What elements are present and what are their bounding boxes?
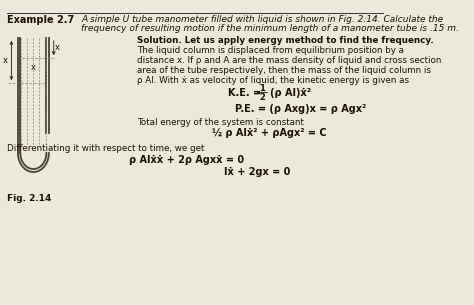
Text: ½ ρ Alẋ² + ρAgx² = C: ½ ρ Alẋ² + ρAgx² = C (212, 128, 326, 138)
Text: frequency of resulting motion if the minimum length of a manometer tube is .15 m: frequency of resulting motion if the min… (82, 24, 459, 33)
Text: Solution. Let us apply energy method to find the frequency.: Solution. Let us apply energy method to … (137, 36, 434, 45)
Text: A simple U tube manometer filled with liquid is shown in Fig. 2.14. Calculate th: A simple U tube manometer filled with li… (82, 15, 444, 24)
Text: Differentiating it with respect to time, we get: Differentiating it with respect to time,… (7, 144, 204, 153)
Text: 2: 2 (259, 93, 265, 102)
Text: distance x. If ρ and A are the mass density of liquid and cross section: distance x. If ρ and A are the mass dens… (137, 56, 441, 65)
Text: ρ Al. With ẋ as velocity of liquid, the kinetic energy is given as: ρ Al. With ẋ as velocity of liquid, the … (137, 76, 409, 85)
Text: lẋ + 2gx = 0: lẋ + 2gx = 0 (224, 167, 290, 177)
Text: x: x (3, 56, 8, 65)
Text: x: x (55, 44, 60, 52)
Text: 1: 1 (259, 84, 265, 93)
Text: The liquid column is displaced from equilibrium position by a: The liquid column is displaced from equi… (137, 46, 404, 55)
Text: P.E. = (ρ Axg)x = ρ Agx²: P.E. = (ρ Axg)x = ρ Agx² (235, 104, 366, 114)
Text: x: x (31, 63, 36, 73)
Text: Example 2.7: Example 2.7 (7, 15, 74, 25)
Text: Total energy of the system is constant: Total energy of the system is constant (137, 118, 304, 127)
Text: Fig. 2.14: Fig. 2.14 (7, 194, 51, 203)
Text: ρ Alẋẋ + 2ρ Agxẋ = 0: ρ Alẋẋ + 2ρ Agxẋ = 0 (128, 155, 244, 165)
Text: (ρ Al)ẋ²: (ρ Al)ẋ² (270, 88, 310, 98)
Text: area of the tube respectively, then the mass of the liquid column is: area of the tube respectively, then the … (137, 66, 431, 75)
Text: K.E. =: K.E. = (228, 88, 261, 98)
